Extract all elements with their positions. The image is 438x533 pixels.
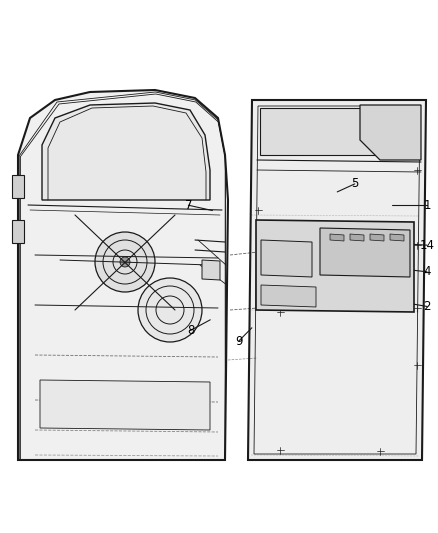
Circle shape	[278, 328, 402, 452]
Circle shape	[95, 232, 155, 292]
Circle shape	[252, 205, 264, 215]
Circle shape	[364, 112, 375, 124]
Circle shape	[322, 372, 358, 408]
Circle shape	[275, 445, 286, 456]
Circle shape	[120, 257, 130, 267]
Polygon shape	[12, 220, 24, 243]
Polygon shape	[370, 234, 384, 241]
Polygon shape	[256, 220, 414, 312]
Text: 7: 7	[184, 199, 192, 212]
Polygon shape	[320, 228, 410, 277]
Circle shape	[411, 239, 423, 251]
Polygon shape	[360, 105, 421, 160]
Text: 9: 9	[235, 335, 243, 348]
Circle shape	[411, 165, 423, 175]
Text: 2: 2	[423, 300, 431, 313]
Text: 8: 8	[187, 324, 194, 337]
Circle shape	[411, 359, 423, 370]
Polygon shape	[390, 234, 404, 241]
Text: 1: 1	[423, 199, 431, 212]
Polygon shape	[260, 108, 418, 155]
Circle shape	[138, 278, 202, 342]
Circle shape	[275, 245, 286, 255]
Polygon shape	[350, 234, 364, 241]
Circle shape	[285, 112, 296, 124]
Polygon shape	[40, 380, 210, 430]
Circle shape	[275, 306, 286, 318]
Polygon shape	[12, 175, 24, 198]
Polygon shape	[42, 103, 210, 200]
Polygon shape	[261, 285, 316, 307]
Polygon shape	[18, 90, 228, 460]
Polygon shape	[330, 234, 344, 241]
Text: 5: 5	[351, 177, 358, 190]
Polygon shape	[248, 100, 426, 460]
Circle shape	[411, 303, 423, 313]
Text: 14: 14	[420, 239, 434, 252]
Text: 4: 4	[423, 265, 431, 278]
Polygon shape	[202, 260, 220, 280]
Circle shape	[374, 446, 385, 456]
Polygon shape	[261, 240, 312, 277]
